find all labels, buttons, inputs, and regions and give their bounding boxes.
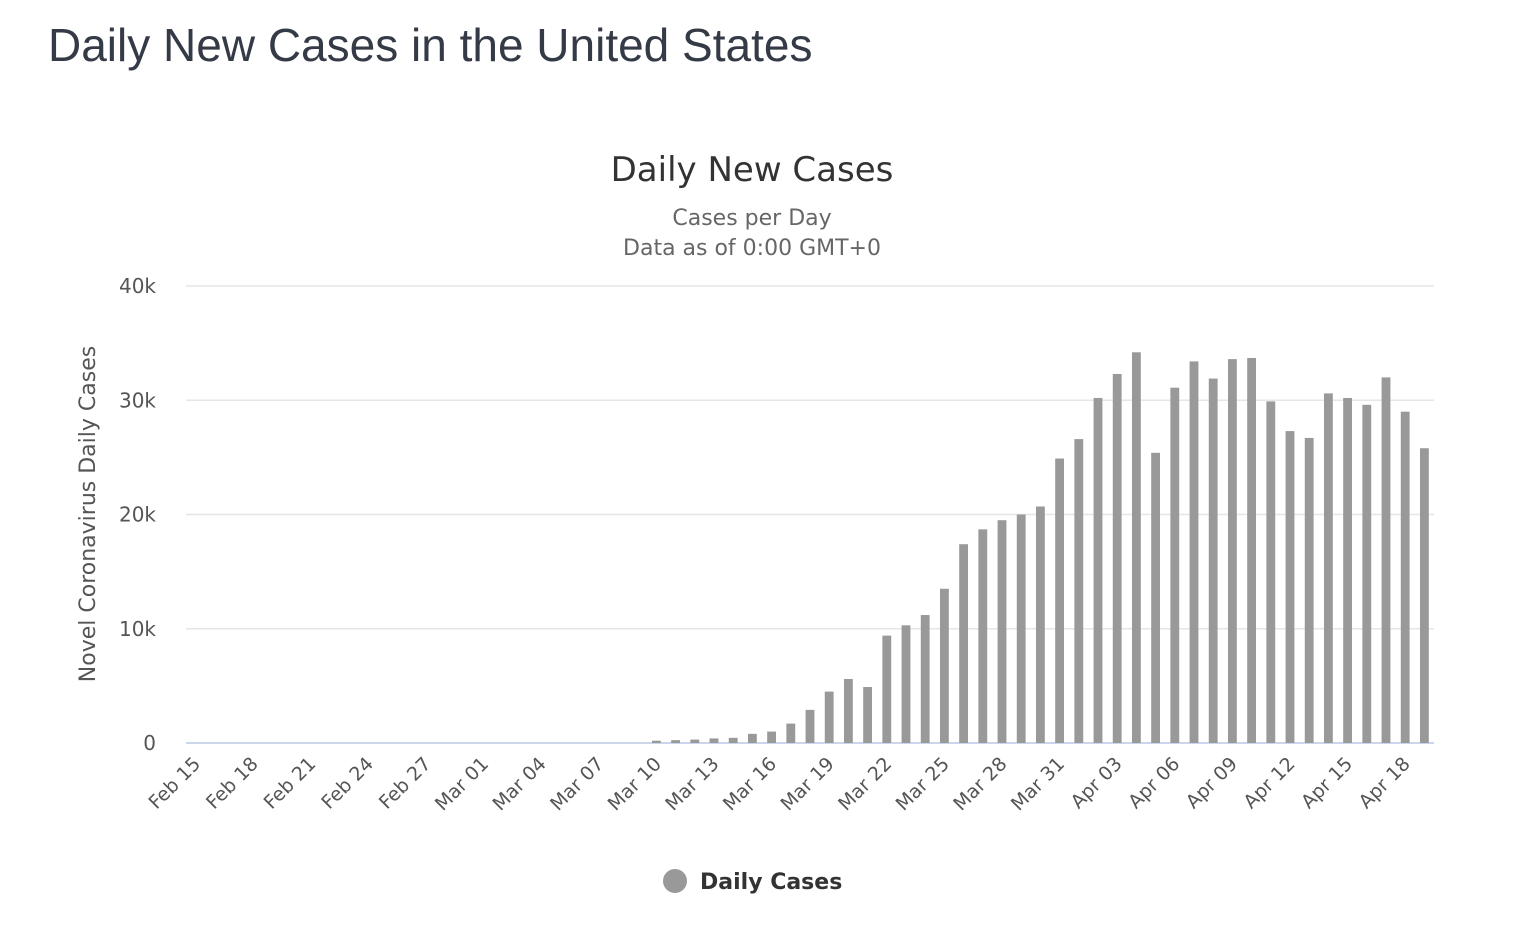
y-tick-label: 0: [143, 731, 156, 755]
x-tick-label: Apr 12: [1239, 753, 1299, 813]
bar[interactable]: Mar 12: 300: [690, 739, 700, 743]
x-tick-label: Mar 01: [431, 753, 493, 815]
bar[interactable]: Mar 10: 200: [651, 740, 661, 743]
x-tick-label: Mar 04: [488, 753, 550, 815]
bar[interactable]: Apr 02: 30200: [1093, 397, 1103, 743]
bar[interactable]: Mar 17: 1700: [786, 723, 796, 743]
bar[interactable]: Apr 09: 33600: [1227, 359, 1237, 743]
bar[interactable]: Mar 18: 2900: [805, 709, 815, 743]
bar[interactable]: Apr 04: 34200: [1131, 352, 1141, 743]
x-tick-label: Mar 22: [834, 753, 896, 815]
bar[interactable]: Mar 24: 11200: [920, 615, 930, 743]
bar[interactable]: Mar 13: 400: [709, 738, 719, 743]
x-tick-label: Feb 21: [260, 753, 321, 814]
bar[interactable]: Mar 25: 13500: [939, 588, 949, 743]
bar[interactable]: Mar 31: 24900: [1055, 458, 1065, 743]
y-tick-label: 20k: [119, 503, 156, 527]
x-tick-label: Mar 10: [604, 753, 666, 815]
x-tick-label: Mar 13: [661, 753, 723, 815]
x-tick-label: Apr 18: [1355, 753, 1415, 813]
x-tick-label: Mar 31: [1007, 753, 1069, 815]
bars: Mar 10: 200 Mar 11: 250 Mar 12: 300 Mar 13:…: [651, 352, 1429, 744]
bar[interactable]: Apr 11: 29900: [1266, 401, 1276, 743]
bar[interactable]: Mar 11: 250: [671, 740, 681, 743]
x-tick-label: Mar 16: [719, 753, 781, 815]
x-tick-label: Apr 06: [1124, 753, 1184, 813]
x-tick-label: Feb 24: [317, 753, 378, 814]
x-tick-label: Feb 18: [202, 753, 263, 814]
x-tick-label: Apr 15: [1297, 753, 1357, 813]
chart-title: Daily New Cases: [611, 150, 894, 190]
bar[interactable]: Apr 10: 33700: [1247, 357, 1257, 743]
x-tick-label: Mar 07: [546, 753, 608, 815]
bar[interactable]: Apr 12: 27300: [1285, 431, 1295, 743]
y-axis-ticks: 0 10k 20k 30k 40k: [119, 274, 156, 755]
bar[interactable]: Mar 15: 800: [747, 733, 757, 743]
bar[interactable]: Mar 26: 17400: [959, 544, 969, 743]
x-tick-label: Apr 09: [1182, 753, 1242, 813]
bar[interactable]: Mar 22: 9400: [882, 635, 892, 743]
bar[interactable]: Mar 27: 18700: [978, 529, 988, 743]
bar[interactable]: Apr 07: 33400: [1189, 361, 1199, 743]
chart-subtitle-line-2: Data as of 0:00 GMT+0: [623, 236, 881, 261]
bar[interactable]: Mar 29: 20000: [1016, 514, 1026, 744]
legend-label: Daily Cases: [700, 870, 842, 895]
x-tick-label: Feb 15: [144, 753, 205, 814]
bar[interactable]: Mar 20: 5600: [843, 679, 853, 743]
y-tick-label: 10k: [119, 617, 156, 641]
bar[interactable]: Apr 01: 26600: [1074, 439, 1084, 743]
bar[interactable]: Mar 19: 4500: [824, 691, 834, 743]
y-axis-label: Novel Coronavirus Daily Cases: [76, 346, 101, 682]
x-tick-label: Mar 28: [949, 753, 1011, 815]
bar[interactable]: Apr 14: 30600: [1323, 393, 1333, 743]
page-title: Daily New Cases in the United States: [48, 19, 813, 71]
legend-marker-icon: [663, 869, 687, 893]
bar[interactable]: Apr 08: 31900: [1208, 378, 1218, 743]
x-tick-label: Feb 27: [375, 753, 436, 814]
bar[interactable]: Mar 23: 10300: [901, 625, 911, 743]
bar[interactable]: Apr 06: 31100: [1170, 387, 1180, 743]
bar[interactable]: Apr 03: 32300: [1112, 373, 1122, 743]
chart-subtitle-line-1: Cases per Day: [672, 206, 831, 231]
bar[interactable]: Mar 21: 4900: [863, 687, 873, 743]
bar[interactable]: Mar 30: 20700: [1035, 506, 1045, 743]
y-tick-label: 40k: [119, 274, 156, 298]
bar[interactable]: Apr 16: 29600: [1362, 404, 1372, 743]
bar[interactable]: Apr 05: 25400: [1151, 452, 1161, 743]
bar[interactable]: Apr 19: 25800: [1419, 448, 1429, 743]
bar[interactable]: Apr 18: 29000: [1400, 411, 1410, 743]
legend[interactable]: Daily Cases: [663, 869, 842, 895]
x-tick-label: Apr 03: [1067, 753, 1127, 813]
bar[interactable]: Mar 16: 1000: [767, 731, 777, 743]
bar[interactable]: Apr 13: 26700: [1304, 437, 1314, 743]
bar[interactable]: Mar 28: 19500: [997, 520, 1007, 743]
x-tick-label: Mar 25: [892, 753, 954, 815]
y-tick-label: 30k: [119, 388, 156, 412]
bar[interactable]: Apr 15: 30200: [1343, 397, 1353, 743]
bar[interactable]: Apr 17: 32000: [1381, 377, 1391, 743]
grid-lines: [186, 285, 1434, 744]
bar[interactable]: Mar 14: 450: [728, 737, 738, 743]
x-tick-label: Mar 19: [776, 753, 838, 815]
